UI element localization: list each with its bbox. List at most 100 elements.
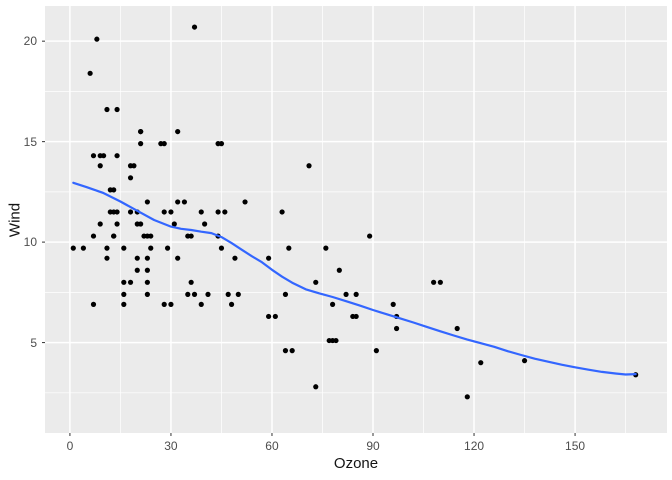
data-point [191,291,198,297]
data-point [168,209,174,215]
data-point [225,291,231,297]
data-point [138,141,144,147]
data-point [94,36,100,42]
data-point [188,233,194,239]
data-point [286,245,292,251]
data-point [90,233,97,239]
data-point [521,358,528,364]
data-point [218,245,225,251]
data-point [148,245,154,251]
data-point [171,221,177,227]
data-point [205,291,211,297]
data-point [161,209,167,215]
smooth-line [72,181,637,376]
data-point [111,209,117,215]
data-point [138,221,144,227]
data-point [175,199,181,205]
data-point [228,301,235,307]
data-point [454,325,460,332]
data-point [90,301,97,307]
data-point [188,279,194,285]
data-point [175,255,181,261]
x-axis-tick-label: 30 [164,439,178,453]
data-point [90,153,97,159]
data-point [144,279,150,285]
data-point [329,301,336,307]
data-point [144,255,150,261]
data-point [127,279,134,285]
data-point [289,348,295,354]
data-point [127,163,134,169]
data-point [121,245,127,251]
data-point [202,221,208,227]
data-point [266,313,272,320]
data-point [111,233,117,239]
data-point [478,360,484,366]
y-axis-tick-label: 20 [23,34,37,49]
data-point [121,301,127,307]
y-axis-tick-label: 15 [23,134,37,149]
data-point [222,209,228,215]
data-point [282,348,289,354]
data-point [97,221,103,227]
data-point [104,106,110,113]
data-point [158,141,164,147]
data-point [97,163,103,169]
x-axis-title: Ozone [333,455,379,472]
data-point [215,209,221,215]
panel-background [45,6,667,433]
data-point [373,348,379,354]
data-point [323,245,329,251]
data-point [70,245,76,251]
data-point [144,267,150,273]
data-point [134,267,140,273]
data-point [80,245,86,251]
data-point [175,128,181,135]
data-point [235,291,241,297]
data-point [464,394,470,400]
data-point [185,291,191,297]
data-point [336,267,342,273]
data-point [144,291,150,297]
data-point [104,255,110,261]
data-point [390,301,396,307]
data-point [87,70,93,76]
data-point [353,291,359,297]
x-axis-tick-label: 60 [265,439,279,453]
data-point [232,255,238,261]
data-point [343,291,349,297]
data-point [437,279,443,285]
data-point [313,384,319,390]
data-point [279,209,285,215]
x-axis-tick-label: 150 [565,439,586,453]
data-point [181,199,188,205]
data-point [313,279,319,285]
data-point [127,175,134,181]
data-point [215,141,221,147]
data-point [329,337,336,344]
y-axis-tick-label: 10 [23,235,37,250]
data-point [111,187,117,193]
data-point [114,106,120,113]
data-point [127,209,134,215]
data-point [148,233,154,239]
data-point [198,209,204,215]
data-point [114,221,120,227]
data-point [138,128,144,135]
y-axis-title: Wind [6,202,24,237]
x-axis-tick-label: 0 [66,439,74,453]
x-axis-tick-label: 90 [366,439,380,453]
data-point [242,199,248,205]
data-point [306,163,312,169]
data-point [134,255,140,261]
data-point [97,153,103,159]
data-point [198,301,204,307]
data-point [393,325,400,332]
data-point [121,279,127,285]
data-point [266,255,272,261]
data-point [144,199,150,205]
data-point [367,233,373,239]
data-point [121,291,127,297]
